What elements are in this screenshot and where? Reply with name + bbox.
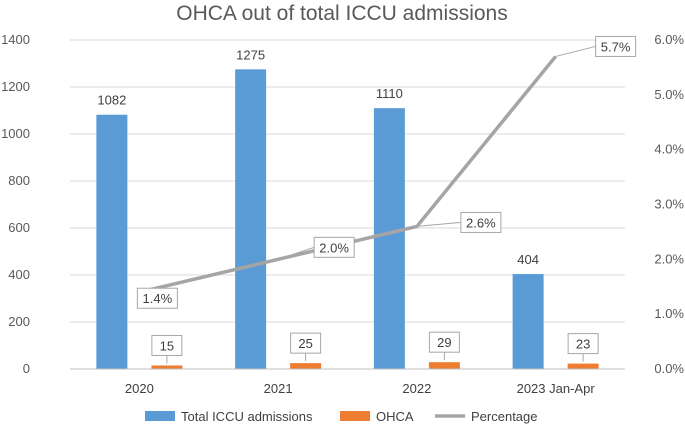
chart-title: OHCA out of total ICCU admissions bbox=[176, 2, 507, 25]
bars-layer bbox=[96, 69, 599, 370]
legend-label: Total ICCU admissions bbox=[181, 409, 313, 424]
bar-ohca bbox=[567, 363, 599, 369]
percentage-label: 5.7% bbox=[601, 39, 631, 54]
x-tick-label: 2020 bbox=[125, 381, 154, 396]
data-label-total: 1110 bbox=[376, 86, 403, 101]
data-labels-layer: 1082 1275 1110 404 15 25 29 23 1.4% 2.0% 2.6% 5.7% bbox=[97, 35, 637, 364]
data-label-ohca: 29 bbox=[437, 335, 451, 350]
bar-total-iccu bbox=[512, 274, 544, 369]
y-left-tick-label: 1400 bbox=[1, 32, 30, 47]
data-label-total: 1275 bbox=[236, 47, 265, 62]
legend-label: OHCA bbox=[376, 409, 414, 424]
y-left-tick-label: 1200 bbox=[1, 79, 30, 94]
percentage-label-box bbox=[136, 287, 178, 309]
bar-ohca bbox=[290, 363, 322, 369]
percentage-label-box bbox=[595, 35, 637, 57]
percentage-leader bbox=[277, 246, 315, 260]
y-left-tick-label: 800 bbox=[8, 173, 30, 188]
y-right-tick-label: 0.0% bbox=[654, 361, 684, 376]
bar-ohca bbox=[428, 362, 460, 369]
x-tick-label: 2021 bbox=[264, 381, 293, 396]
y-right-tick-label: 1.0% bbox=[654, 306, 684, 321]
y-right-tick-label: 6.0% bbox=[654, 32, 684, 47]
x-tick-label: 2023 Jan-Apr bbox=[517, 381, 596, 396]
percentage-leader bbox=[416, 221, 461, 227]
bar-total-iccu bbox=[96, 114, 128, 369]
percentage-label: 2.0% bbox=[319, 240, 349, 255]
percentage-label-box bbox=[460, 211, 502, 233]
percentage-label: 2.6% bbox=[466, 215, 496, 230]
axes-layer: 0 200 400 600 800 1000 1200 1400 0.0% 1.0% 2.0% 3.0… bbox=[1, 32, 684, 396]
y-left-tick-label: 200 bbox=[8, 314, 30, 329]
data-label-total: 404 bbox=[517, 252, 539, 267]
data-label-ohca: 15 bbox=[160, 338, 174, 353]
y-right-tick-label: 5.0% bbox=[654, 87, 684, 102]
bar-total-iccu bbox=[235, 69, 267, 369]
bar-total-iccu bbox=[373, 108, 405, 370]
y-right-tick-label: 3.0% bbox=[654, 197, 684, 212]
x-tick-label: 2022 bbox=[402, 381, 431, 396]
y-right-tick-label: 2.0% bbox=[654, 251, 684, 266]
y-left-tick-label: 400 bbox=[8, 267, 30, 282]
percentage-label-box bbox=[313, 236, 355, 258]
y-left-tick-label: 600 bbox=[8, 220, 30, 235]
gridlines bbox=[70, 39, 625, 323]
y-right-tick-label: 4.0% bbox=[654, 142, 684, 157]
data-label-ohca: 25 bbox=[298, 336, 312, 351]
legend-swatch-ohca bbox=[340, 411, 370, 421]
data-label-total: 1082 bbox=[97, 93, 126, 108]
percentage-label: 1.4% bbox=[143, 291, 173, 306]
y-left-tick-label: 1000 bbox=[1, 126, 30, 141]
legend-label: Percentage bbox=[471, 409, 538, 424]
legend: Total ICCU admissions OHCA Percentage bbox=[145, 409, 538, 424]
data-label-ohca: 23 bbox=[576, 337, 590, 352]
percentage-leader bbox=[555, 45, 596, 57]
legend-swatch-total bbox=[145, 411, 175, 421]
y-left-tick-label: 0 bbox=[23, 361, 30, 376]
bar-ohca bbox=[151, 365, 183, 369]
